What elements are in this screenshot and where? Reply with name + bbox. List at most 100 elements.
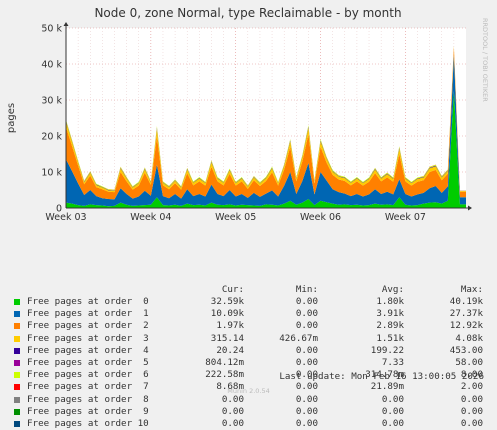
legend-row: Free pages at order 9 0.00 0.00 0.00 0.00	[0, 406, 497, 418]
y-axis-label: pages	[6, 103, 17, 133]
legend-max-value: 453.00	[449, 344, 483, 356]
legend-cur-value: 222.58m	[205, 369, 244, 381]
legend-max-value: 0.00	[460, 418, 483, 429]
legend-avg-value: 3.91k	[376, 308, 404, 320]
legend-swatch	[14, 335, 20, 342]
legend-row: Free pages at order 4 20.24 0.00 199.22 453.…	[0, 345, 497, 357]
y-tick-label: 0	[56, 204, 62, 215]
legend-series-name: Free pages at order 2	[27, 320, 149, 332]
legend-swatch	[14, 311, 20, 318]
legend-min-value: 426.67m	[279, 332, 318, 344]
legend-cur-value: 1.97k	[216, 320, 244, 332]
legend-max-value: 0.00	[460, 393, 483, 405]
y-tick-label: 50 k	[41, 24, 62, 35]
legend-avg-value: 1.51k	[376, 332, 404, 344]
legend-row: Free pages at order 10 0.00 0.00 0.00 0.00	[0, 418, 497, 430]
x-tick-label: Week 07	[385, 212, 426, 223]
y-tick-label: 40 k	[41, 60, 62, 71]
x-tick-label: Week 04	[130, 212, 171, 223]
legend-swatch	[14, 384, 20, 391]
x-axis-arrow	[468, 205, 472, 211]
legend-min-value: 0.00	[295, 381, 318, 393]
legend-cur-value: 8.68m	[216, 381, 244, 393]
legend-swatch	[14, 299, 20, 305]
legend-header-avg: Avg:	[381, 284, 404, 295]
legend-avg-value: 7.33	[381, 357, 404, 368]
x-tick-label: Week 05	[215, 212, 256, 223]
legend-header-max: Max:	[460, 284, 483, 295]
legend-row: Free pages at order 6 222.58m 0.00 314.78m 8…	[0, 369, 497, 381]
y-axis-arrow	[63, 22, 69, 26]
legend-min-value: 0.00	[295, 296, 318, 307]
area-series-1	[66, 54, 466, 207]
legend-cur-value: 10.09k	[210, 308, 244, 320]
legend-header-min: Min:	[295, 284, 318, 295]
stacked-areas	[66, 46, 466, 208]
legend-swatch	[14, 421, 20, 427]
chart: Node 0, zone Normal, type Reclaimable - …	[6, 6, 472, 223]
chart-title: Node 0, zone Normal, type Reclaimable - …	[94, 6, 401, 20]
legend-min-value: 0.00	[295, 344, 318, 356]
legend-row: Free pages at order 3 315.14 426.67m 1.51k 4…	[0, 333, 497, 345]
legend-max-value: 4.08k	[455, 332, 483, 344]
legend-avg-value: 199.22	[370, 344, 404, 356]
legend-avg-value: 21.89m	[370, 381, 404, 393]
legend-min-value: 0.00	[295, 393, 318, 405]
area-series-2	[66, 47, 466, 200]
legend-cur-value: 0.00	[221, 405, 244, 417]
munin-graph: Node 0, zone Normal, type Reclaimable - …	[0, 6, 497, 429]
legend-swatch	[14, 372, 20, 379]
legend-min-value: 0.00	[295, 357, 318, 368]
legend-series-name: Free pages at order 5	[27, 357, 149, 368]
axes: 0 10 k 20 k 30 k 40 k 50 k Week 03 Week 04 Week …	[41, 22, 472, 223]
legend-swatch	[14, 347, 20, 354]
legend-avg-value: 0.00	[381, 393, 404, 405]
legend-series-name: Free pages at order 8	[27, 393, 149, 405]
legend-row: Free pages at order 7 8.68m 0.00 21.89m 2.00	[0, 381, 497, 393]
legend-max-value: 40.19k	[449, 296, 483, 307]
legend-swatch	[14, 360, 20, 366]
legend-cur-value: 0.00	[221, 418, 244, 429]
legend-cur-value: 315.14	[210, 332, 244, 344]
legend-row: Free pages at order 5 804.12m 0.00 7.33 58.0…	[0, 357, 497, 369]
rrdtool-credit: RRDTOOL / TOBI OETIKER	[481, 18, 489, 102]
legend-series-name: Free pages at order 7	[27, 381, 149, 393]
legend-max-value: 2.00	[460, 381, 483, 393]
legend-min-value: 0.00	[295, 308, 318, 320]
legend-swatch	[14, 323, 20, 330]
legend-max-value: 8.00	[460, 369, 483, 381]
footer-credit: Munin 2.0.54	[227, 387, 270, 395]
y-tick-label: 20 k	[41, 132, 62, 143]
legend-min-value: 0.00	[295, 320, 318, 332]
legend-max-value: 58.00	[455, 357, 483, 368]
x-tick-label: Week 03	[45, 212, 86, 223]
legend-min-value: 0.00	[295, 369, 318, 381]
y-tick-label: 10 k	[41, 168, 62, 179]
legend-min-value: 0.00	[295, 405, 318, 417]
legend-row: Free pages at order 1 10.09k 0.00 3.91k 27.3…	[0, 308, 497, 320]
legend-header-cur: Cur:	[221, 284, 244, 295]
legend-row: Free pages at order 0 32.59k 0.00 1.80k 40.1…	[0, 296, 497, 308]
legend-swatch	[14, 408, 20, 415]
legend-series-name: Free pages at order 0	[27, 296, 149, 307]
legend-series-name: Free pages at order 6	[27, 369, 149, 381]
legend-cur-value: 804.12m	[205, 357, 244, 368]
legend-series-name: Free pages at order 10	[27, 418, 149, 429]
legend-avg-value: 1.80k	[376, 296, 404, 307]
legend-avg-value: 314.78m	[365, 369, 404, 381]
legend-cur-value: 20.24	[216, 344, 244, 356]
legend-row: Free pages at order 2 1.97k 0.00 2.89k 12.92…	[0, 320, 497, 332]
legend-series-name: Free pages at order 9	[27, 405, 149, 417]
x-tick-label: Week 06	[300, 212, 341, 223]
last-update: Last update: Mon Feb 16 13:00:05 2026	[279, 371, 484, 382]
legend-series-name: Free pages at order 4	[27, 344, 149, 356]
legend-min-value: 0.00	[295, 418, 318, 429]
legend-avg-value: 0.00	[381, 418, 404, 429]
legend-max-value: 12.92k	[449, 320, 483, 332]
legend-cur-value: 0.00	[221, 393, 244, 405]
legend-series-name: Free pages at order 3	[27, 332, 149, 344]
legend-avg-value: 2.89k	[376, 320, 404, 332]
legend-series-name: Free pages at order 1	[27, 308, 149, 320]
y-tick-label: 30 k	[41, 96, 62, 107]
legend-max-value: 27.37k	[449, 308, 483, 320]
